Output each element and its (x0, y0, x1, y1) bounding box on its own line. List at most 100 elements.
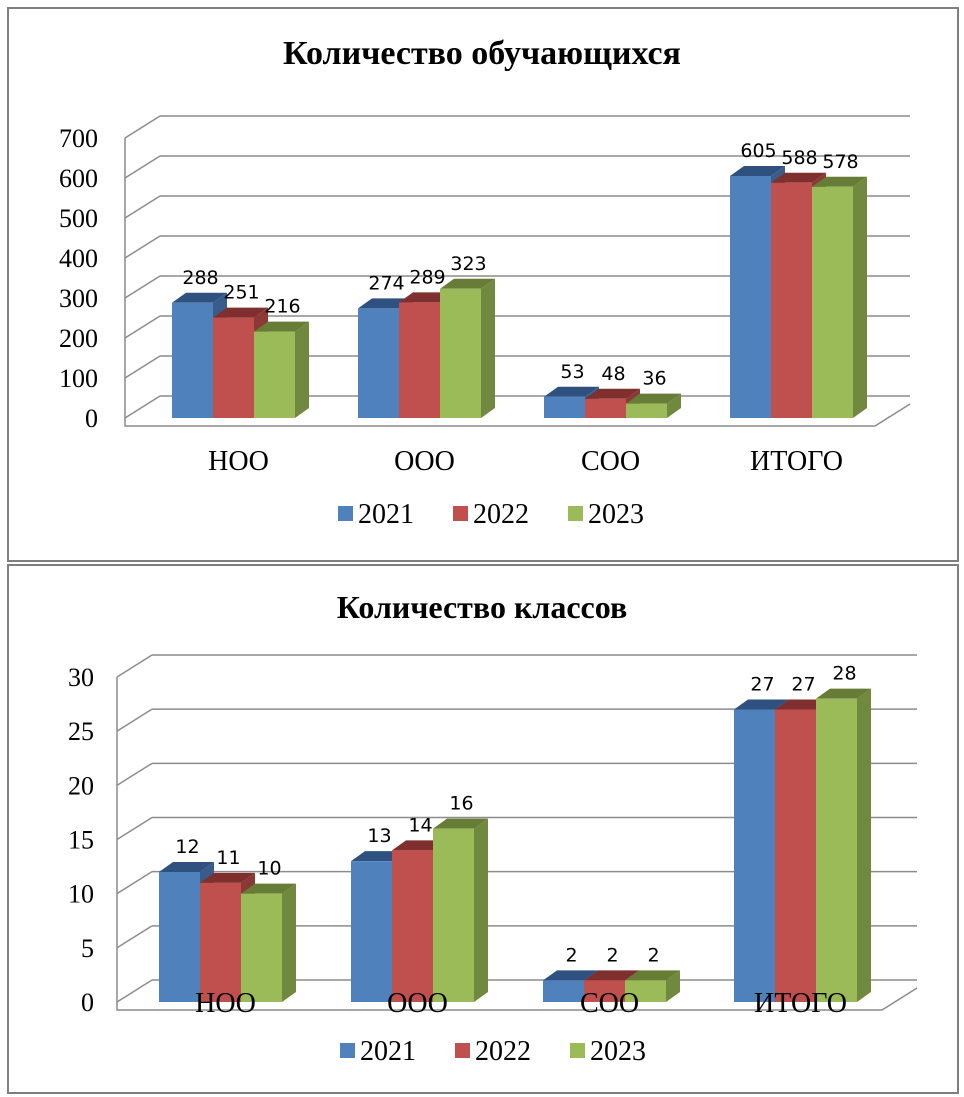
students-data-label: 53 (560, 361, 584, 383)
classes-data-label: 16 (449, 793, 473, 815)
classes-data-label: 2 (606, 944, 618, 966)
classes-data-label: 28 (832, 663, 856, 685)
classes-gridline-side (116, 925, 153, 949)
classes-bar-front (584, 980, 625, 1002)
classes-data-label: 2 (647, 944, 659, 966)
students-legend-swatch (568, 506, 583, 521)
students-data-label: 288 (182, 267, 218, 289)
classes-data-label: 13 (367, 825, 391, 847)
students-bar-НОО-2023 (254, 321, 309, 418)
students-bar-front (172, 302, 213, 418)
classes-bar-front (816, 698, 857, 1002)
students-title: Количество обучающихся (283, 35, 681, 72)
classes-bar-top (200, 872, 255, 883)
classes-legend-swatch (340, 1043, 355, 1058)
students-category-label: ООО (394, 446, 455, 477)
students-legend: 2021 2022 2023 (338, 499, 644, 530)
classes-frame (7, 564, 959, 1094)
students-ytick-label: 200 (59, 324, 98, 353)
students-data-label: 289 (409, 266, 445, 288)
students-legend-swatch (453, 506, 468, 521)
students-ytick-label: 600 (59, 164, 98, 193)
classes-category-label: ИТОГО (754, 988, 847, 1019)
classes-gridline-side (116, 816, 153, 841)
classes-bar-top (159, 862, 214, 872)
classes-floor (116, 987, 918, 1011)
classes-ytick-label: 15 (68, 826, 94, 855)
students-data-label: 216 (264, 296, 300, 318)
classes-bar-front (734, 709, 775, 1002)
classes-legend-label: 2021 (360, 1036, 416, 1067)
classes-bar-top (433, 818, 488, 829)
classes-ytick-label: 10 (68, 880, 94, 909)
students-bar-front (771, 182, 812, 418)
students-bar-front (254, 331, 295, 418)
students-bar-top (213, 307, 268, 318)
students-data-label: 251 (223, 282, 259, 304)
students-bar-side (853, 176, 867, 418)
classes-data-label: 12 (175, 836, 199, 858)
classes-ytick-label: 30 (68, 663, 94, 692)
students-ytick-label: 300 (59, 284, 98, 313)
classes-category-label: СОО (580, 988, 639, 1019)
students-bar-top (771, 172, 826, 183)
classes-legend-label: 2022 (475, 1036, 531, 1067)
classes-bar-front (392, 850, 433, 1002)
students-bar-side (481, 278, 495, 418)
classes-title: Количество классов (337, 589, 627, 625)
classes-legend-swatch (455, 1043, 470, 1058)
students-data-label: 588 (781, 147, 817, 169)
classes-category-label: НОО (195, 988, 256, 1019)
classes-data-label: 27 (750, 674, 774, 696)
students-legend-label: 2021 (358, 499, 414, 530)
classes-bar-side (666, 970, 680, 1002)
classes-bar-top (625, 970, 680, 981)
students-category-label: ИТОГО (750, 446, 843, 477)
students-ytick-label: 0 (85, 404, 98, 433)
students-bar-front (544, 396, 585, 418)
classes-legend: 2021 2022 2023 (340, 1036, 646, 1067)
classes-data-label: 10 (257, 858, 281, 880)
students-bar-top (254, 321, 309, 332)
classes-gridline-side (116, 871, 153, 895)
classes-gridline-side (116, 654, 153, 678)
students-bar-top (544, 386, 599, 397)
classes-bar-ООО-2023 (433, 818, 488, 1002)
students-ytick-label: 500 (59, 204, 98, 233)
classes-bar-front (433, 828, 474, 1002)
classes-bar-top (241, 883, 296, 894)
students-gridline-side (124, 235, 161, 259)
classes-data-label: 27 (791, 674, 815, 696)
chart-students-svg: Количество обучающихся 0 100 200 300 400 500 60… (7, 7, 959, 562)
students-bar-front (730, 176, 771, 418)
students-bar-top (730, 166, 785, 176)
students-legend-label: 2023 (588, 499, 644, 530)
students-data-label: 48 (601, 363, 625, 385)
students-bar-top (626, 393, 681, 404)
students-data-label: 578 (822, 151, 858, 173)
students-gridline-side (124, 275, 161, 299)
classes-ytick-label: 25 (68, 717, 94, 746)
students-bar-front (399, 302, 440, 418)
classes-data-label: 14 (408, 814, 432, 836)
students-category-label: СОО (581, 446, 640, 477)
classes-bar-side (282, 883, 296, 1002)
classes-gridline-side (116, 979, 153, 1003)
students-gridline-side (124, 155, 161, 179)
students-legend-swatch (338, 506, 353, 521)
classes-bar-side (857, 688, 871, 1002)
classes-category-label: ООО (387, 988, 448, 1019)
classes-bar-side (474, 818, 488, 1002)
chart-classes-svg: Количество классов 0 5 10 15 20 25 30 12 11 10 НОО 1… (7, 564, 959, 1094)
chart-classes: Количество классов 0 5 10 15 20 25 30 12 11 10 НОО 1… (0, 563, 964, 1097)
students-bar-top (585, 388, 640, 399)
students-bar-front (440, 288, 481, 418)
students-bar-front (213, 317, 254, 418)
students-frame (7, 7, 959, 562)
students-bar-front (812, 186, 853, 418)
students-ytick-label: 700 (59, 124, 98, 153)
classes-legend-swatch (570, 1043, 585, 1058)
classes-bar-СОО-2023 (625, 970, 680, 1002)
students-ytick-label: 100 (59, 364, 98, 393)
students-gridline-side (124, 195, 161, 219)
